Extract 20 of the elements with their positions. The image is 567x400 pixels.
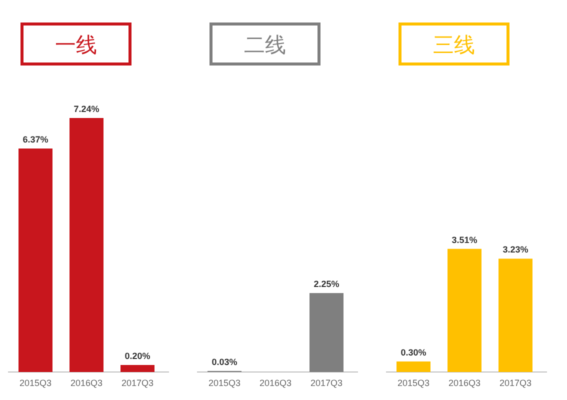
data-label: 6.37% [22,134,48,145]
data-label: 0.03% [212,356,238,367]
x-tick-label: 2015Q3 [19,378,52,388]
x-tick-label: 2017Q3 [121,378,154,388]
x-tick-label: 2015Q3 [208,378,241,388]
chart-title: 二线 [244,34,286,57]
data-label: 3.51% [452,234,478,245]
x-tick-label: 2017Q3 [499,378,532,388]
chart-title: 三线 [433,34,475,57]
data-label: 0.30% [400,347,426,358]
x-tick-label: 2015Q3 [397,378,430,388]
x-tick-label: 2016Q3 [70,378,103,388]
chart-title: 一线 [55,34,97,57]
data-label: 0.20% [124,350,150,361]
data-label: 3.23% [502,244,528,255]
x-tick-label: 2016Q3 [448,378,481,388]
x-tick-label: 2016Q3 [259,378,292,388]
data-label: 7.24% [74,104,100,114]
x-tick-label: 2017Q3 [310,378,343,388]
data-label: 2.25% [314,279,340,290]
